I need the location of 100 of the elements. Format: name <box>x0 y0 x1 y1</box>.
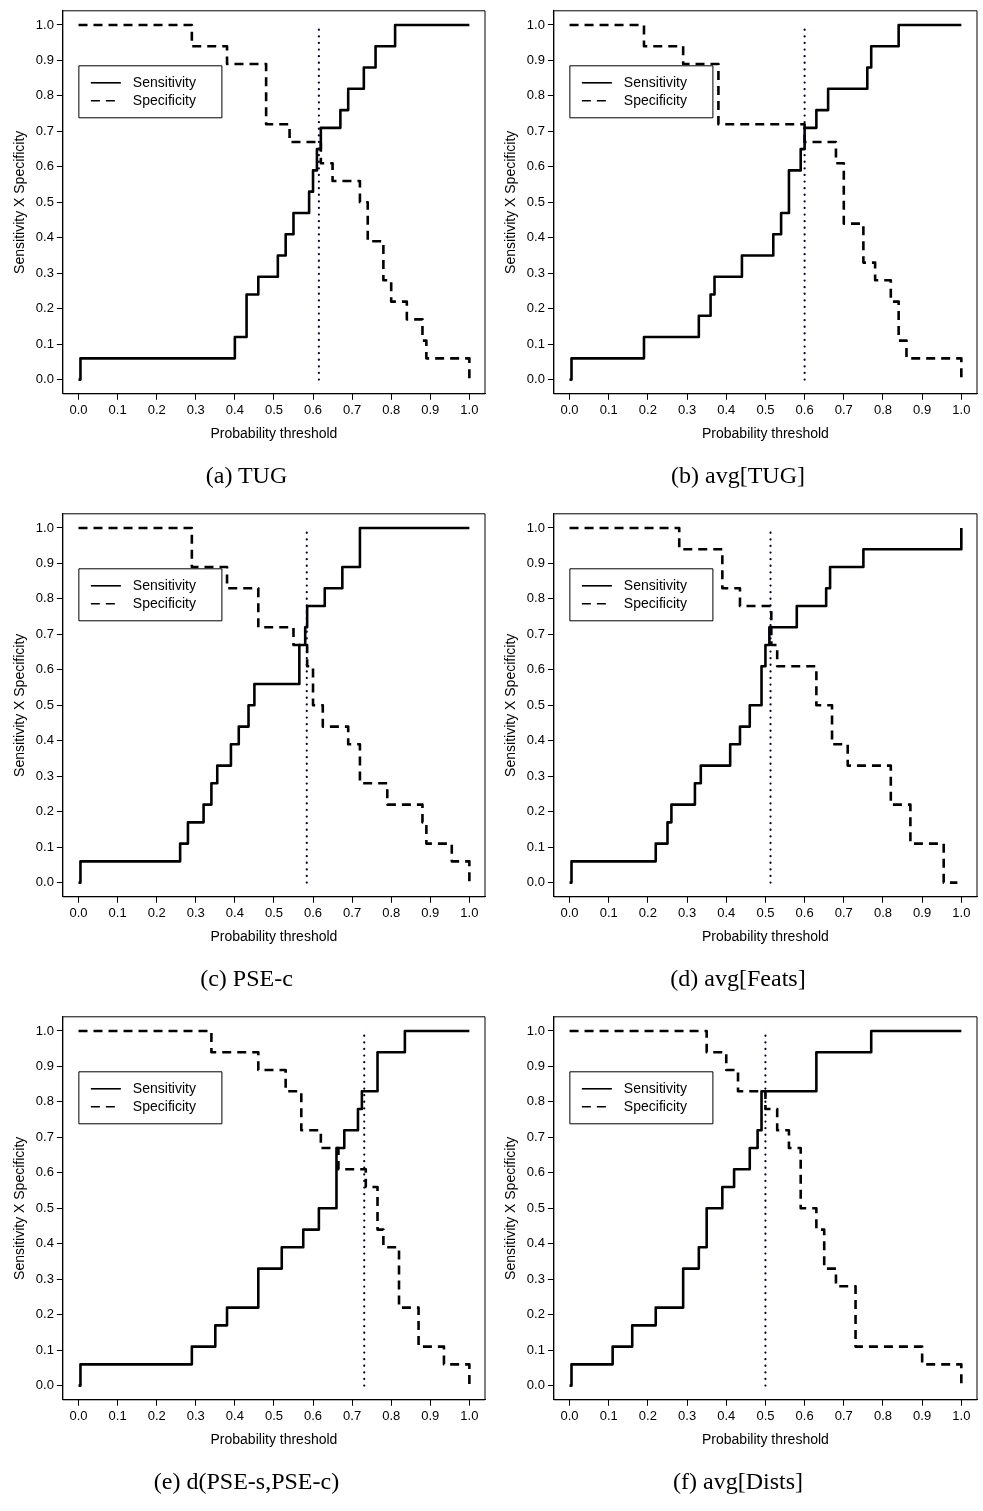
y-tick-label: 0.1 <box>526 838 545 854</box>
x-tick-label: 0.1 <box>108 1408 127 1424</box>
y-tick-label: 0.7 <box>526 122 545 138</box>
x-tick-label: 0.1 <box>599 905 618 921</box>
x-tick-label: 0.9 <box>913 1408 932 1424</box>
x-tick-label: 0.3 <box>186 905 205 921</box>
x-tick-label: 0.0 <box>560 402 579 418</box>
x-tick-label: 0.5 <box>756 1408 775 1424</box>
x-tick-label: 0.9 <box>913 905 932 921</box>
x-tick-label: 0.8 <box>382 402 401 418</box>
x-tick-label: 0.6 <box>303 1408 323 1424</box>
x-tick-label: 0.5 <box>756 905 775 921</box>
y-tick-label: 0.2 <box>35 803 54 819</box>
x-tick-label: 1.0 <box>460 905 479 921</box>
x-tick-label: 0.1 <box>108 905 127 921</box>
y-tick-label: 0.5 <box>526 696 545 712</box>
y-tick-label: 1.0 <box>35 1022 54 1038</box>
y-tick-label: 0.9 <box>526 52 545 68</box>
y-tick-label: 0.9 <box>35 555 54 571</box>
x-tick-label: 0.1 <box>599 1408 618 1424</box>
y-tick-label: 0.5 <box>35 1199 54 1215</box>
y-tick-label: 0.1 <box>35 1341 54 1357</box>
y-tick-label: 0.8 <box>526 87 545 103</box>
y-tick-label: 0.5 <box>35 696 54 712</box>
y-tick-label: 0.9 <box>35 52 54 68</box>
x-tick-label: 0.6 <box>795 905 814 921</box>
y-tick-label: 0.4 <box>526 1235 545 1251</box>
x-tick-label: 0.7 <box>834 905 853 921</box>
x-tick-label: 0.5 <box>264 1408 283 1424</box>
y-tick-label: 1.0 <box>35 16 54 32</box>
legend-label: Sensitivity <box>623 576 687 593</box>
y-tick-label: 0.3 <box>526 767 545 783</box>
x-tick-label: 0.5 <box>756 402 775 418</box>
x-tick-label: 0.4 <box>225 905 244 921</box>
y-tick-label: 0.5 <box>526 193 545 209</box>
x-tick-label: 0.8 <box>873 1408 893 1424</box>
y-tick-label: 0.0 <box>35 371 54 387</box>
legend-label: Sensitivity <box>132 576 196 593</box>
x-tick-label: 0.4 <box>225 1408 244 1424</box>
x-axis-title: Probability threshold <box>702 424 829 441</box>
y-axis-title: Sensitivity X Specificity <box>502 1136 519 1280</box>
x-tick-label: 0.7 <box>343 1408 362 1424</box>
y-tick-label: 0.7 <box>526 1128 545 1144</box>
x-tick-label: 0.4 <box>717 905 736 921</box>
legend-label: Specificity <box>623 1097 687 1114</box>
y-axis-title: Sensitivity X Specificity <box>11 633 28 777</box>
y-tick-label: 0.7 <box>35 625 54 641</box>
y-axis-title: Sensitivity X Specificity <box>11 1136 28 1280</box>
x-tick-label: 0.6 <box>795 402 814 418</box>
x-tick-label: 1.0 <box>952 402 971 418</box>
x-tick-label: 0.2 <box>638 1408 657 1424</box>
legend-label: Sensitivity <box>623 1079 687 1096</box>
x-axis-title: Probability threshold <box>210 1430 338 1447</box>
x-tick-label: 0.8 <box>382 1408 401 1424</box>
x-tick-label: 0.3 <box>678 402 697 418</box>
y-tick-label: 1.0 <box>526 16 545 32</box>
x-tick-label: 1.0 <box>460 1408 479 1424</box>
x-tick-label: 0.3 <box>186 402 205 418</box>
legend-label: Sensitivity <box>623 73 687 90</box>
y-tick-label: 0.6 <box>35 661 54 677</box>
y-tick-label: 0.2 <box>526 803 545 819</box>
y-tick-label: 1.0 <box>526 519 545 535</box>
legend-label: Specificity <box>132 594 196 611</box>
x-tick-label: 0.1 <box>599 402 618 418</box>
y-tick-label: 0.9 <box>526 555 545 571</box>
x-tick-label: 0.2 <box>147 1408 166 1424</box>
x-tick-label: 0.8 <box>873 905 893 921</box>
text: (a) TUG <box>205 461 288 488</box>
legend-label: Specificity <box>132 91 196 108</box>
y-tick-label: 0.6 <box>35 1164 54 1180</box>
legend-label: Specificity <box>132 1097 196 1114</box>
x-tick-label: 0.2 <box>147 905 166 921</box>
y-tick-label: 1.0 <box>35 519 54 535</box>
legend-label: Sensitivity <box>132 1079 196 1096</box>
x-tick-label: 0.7 <box>834 402 853 418</box>
y-tick-label: 0.9 <box>35 1058 54 1074</box>
x-axis-title: Probability threshold <box>210 927 338 944</box>
y-tick-label: 0.1 <box>35 335 54 351</box>
x-tick-label: 0.4 <box>225 402 244 418</box>
x-tick-label: 0.0 <box>69 905 88 921</box>
y-tick-label: 0.1 <box>526 335 545 351</box>
y-axis-title: Sensitivity X Specificity <box>502 633 519 777</box>
x-tick-label: 0.3 <box>678 1408 697 1424</box>
y-tick-label: 0.2 <box>526 300 545 316</box>
y-tick-label: 0.8 <box>526 1093 545 1109</box>
x-tick-label: 0.3 <box>186 1408 205 1424</box>
text: (e) d(PSE-s,PSE-c) <box>153 1467 340 1494</box>
x-tick-label: 0.6 <box>303 905 323 921</box>
x-tick-label: 0.2 <box>638 905 657 921</box>
y-tick-label: 0.1 <box>35 838 54 854</box>
y-tick-label: 0.0 <box>35 1377 54 1393</box>
x-tick-label: 0.9 <box>421 905 440 921</box>
x-tick-label: 0.8 <box>873 402 893 418</box>
y-tick-label: 0.7 <box>35 1128 54 1144</box>
x-tick-label: 0.8 <box>382 905 401 921</box>
y-tick-label: 0.5 <box>35 193 54 209</box>
text: (d) avg[Feats] <box>670 964 806 991</box>
y-tick-label: 0.0 <box>35 874 54 890</box>
y-tick-label: 0.0 <box>526 371 545 387</box>
y-tick-label: 0.4 <box>35 229 54 245</box>
